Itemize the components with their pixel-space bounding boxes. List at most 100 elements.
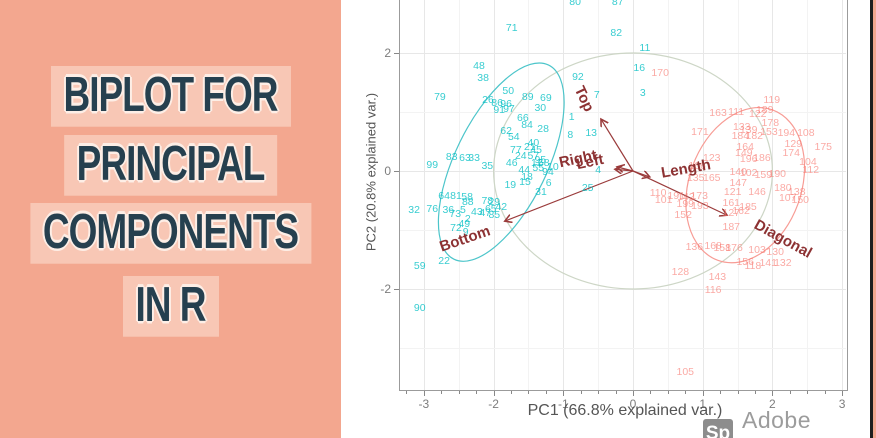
axis-tick [563, 391, 565, 396]
x-tick-label: -3 [418, 397, 430, 411]
observation-label: 25 [581, 182, 594, 195]
observation-label: 153 [760, 126, 778, 139]
observation-label: 36 [442, 203, 455, 216]
observation-label: 105 [676, 366, 695, 379]
observation-label: 79 [434, 91, 446, 104]
axis-tick [423, 391, 425, 396]
observation-label: 40 [527, 137, 540, 150]
observation-label: 35 [481, 160, 494, 173]
gridline [807, 0, 809, 390]
x-tick-label: 3 [838, 397, 846, 411]
observation-label: 80 [569, 0, 581, 9]
observation-label: 49 [458, 218, 471, 231]
observation-label: 99 [426, 159, 439, 172]
observation-label: 6 [545, 176, 552, 189]
group-2-ellipse [685, 106, 806, 264]
observation-label: 121 [723, 186, 742, 199]
observation-label: 95 [534, 153, 547, 166]
observation-label: 199 [676, 198, 695, 211]
observation-label: 176 [725, 242, 743, 255]
observation-label: 158 [713, 242, 731, 255]
observation-label: 72 [450, 222, 462, 235]
observation-label: 5 [460, 203, 466, 216]
observation-label: 162 [732, 205, 750, 218]
gridline [667, 0, 669, 390]
observation-label: 30 [534, 101, 547, 114]
gridline [493, 0, 495, 390]
loading-arrow-diagonal [632, 170, 727, 215]
observation-label: 12 [530, 156, 543, 169]
observation-label: 149 [735, 146, 753, 159]
loading-arrow-top [601, 119, 634, 172]
axis-tick [406, 391, 408, 394]
observation-label: 122 [748, 107, 767, 120]
observation-label: 82 [610, 26, 623, 39]
loading-arrow-right [615, 169, 634, 171]
loading-arrow-bottom [505, 170, 634, 221]
axis-tick [772, 391, 774, 396]
observation-label: 77 [510, 143, 522, 156]
observation-label: 32 [408, 203, 420, 216]
observation-label: 101 [654, 193, 673, 206]
observation-label: 180 [774, 182, 792, 195]
axis-tick [702, 391, 704, 396]
observation-label: 83 [445, 150, 458, 163]
observation-label: 65 [484, 202, 497, 215]
observation-label: 143 [708, 271, 727, 284]
observation-label: 28 [537, 123, 549, 136]
observation-label: 87 [611, 0, 624, 9]
observation-label: 119 [763, 94, 781, 107]
observation-label: 29 [488, 196, 501, 209]
observation-label: 123 [702, 152, 721, 165]
watermark-label: Adobe Spark [742, 407, 812, 438]
observation-label: 7 [593, 88, 600, 101]
observation-label: 142 [677, 190, 695, 203]
observation-label: 170 [651, 67, 669, 80]
observation-label: 97 [503, 103, 515, 116]
observation-label: 43 [471, 205, 483, 218]
axis-tick [737, 391, 739, 394]
observation-label: 141 [759, 257, 777, 270]
observation-label: 66 [517, 111, 529, 124]
observation-label: 47 [479, 206, 492, 219]
observation-label: 89 [521, 91, 534, 104]
banner-line-4: IN R [122, 276, 219, 337]
observation-label: 116 [704, 284, 722, 297]
observation-label: 1 [568, 110, 575, 123]
observation-label: 55 [532, 162, 545, 175]
observation-label: 8 [567, 129, 574, 141]
axis-tick [824, 391, 826, 394]
observation-label: 164 [736, 140, 754, 153]
x-tick-label: 0 [629, 397, 637, 411]
title-banner: BIPLOT FOR PRINCIPAL COMPONENTS IN R [0, 0, 341, 438]
gridline [399, 112, 846, 113]
observation-label: 152 [674, 209, 692, 222]
observation-label: 110 [649, 186, 667, 199]
axis-tick [458, 391, 460, 394]
observation-label: 18 [521, 170, 533, 183]
observation-label: 111 [728, 106, 745, 118]
banner-line-2: PRINCIPAL [63, 135, 278, 196]
observation-label: 174 [782, 146, 800, 159]
group-1-ellipse [437, 62, 565, 262]
observation-label: 58 [461, 190, 473, 203]
observation-label: 139 [739, 124, 758, 137]
observation-label: 135 [686, 172, 705, 185]
observation-label: 50 [502, 84, 515, 97]
gridline [598, 0, 600, 390]
observation-label: 63 [459, 152, 471, 165]
x-tick-label: -1 [557, 397, 569, 411]
observation-label: 187 [722, 221, 741, 234]
axis-tick [789, 391, 791, 394]
observation-label: 178 [761, 117, 780, 130]
observation-label: 146 [748, 186, 766, 199]
gridline [842, 0, 844, 390]
axis-tick [476, 391, 478, 394]
observation-label: 26 [482, 94, 494, 107]
banner-line-3: COMPONENTS [29, 203, 312, 264]
axis-tick [580, 391, 582, 394]
observation-label: 112 [802, 163, 820, 176]
observation-label: 42 [495, 200, 508, 213]
